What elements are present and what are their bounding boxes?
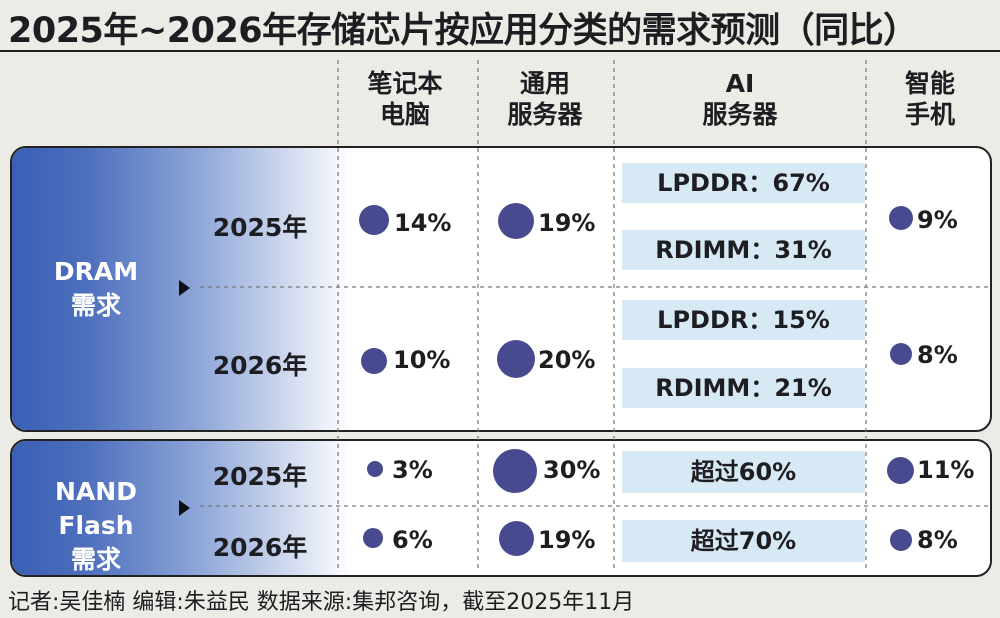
column-header-server-line1: 通用	[519, 69, 570, 98]
dram-2026-server-value: 20%	[538, 346, 596, 374]
nand-2026-laptop-dot	[363, 528, 383, 548]
dram-label-line1: DRAM	[53, 257, 139, 286]
nand-2025-year: 2025年	[212, 462, 308, 491]
column-header-server-line2: 服务器	[507, 100, 583, 129]
nand-2025-laptop-value: 3%	[392, 456, 433, 484]
nand-2026-server-dot	[499, 521, 534, 556]
dram-2025-smartphone-dot	[889, 206, 913, 230]
dram-2026-smartphone-value: 8%	[917, 341, 958, 369]
column-header-smartphone-line1: 智能	[904, 69, 955, 98]
dram-2026-laptop-dot	[361, 348, 387, 374]
dram-2025-server-value: 19%	[538, 209, 596, 237]
nand-2025-ai-value: 超过60%	[622, 451, 865, 493]
dram-label-line2: 需求	[70, 291, 121, 320]
dram-arrow-icon	[179, 280, 190, 296]
nand-2025-laptop-dot	[367, 461, 383, 477]
column-header-laptop-line2: 电脑	[379, 100, 430, 129]
title-divider	[0, 50, 1000, 52]
nand-2025-smartphone-value: 11%	[917, 456, 975, 484]
column-header-server: 通用 服务器	[485, 68, 605, 130]
dram-2025-server-dot	[498, 203, 534, 239]
nand-2026-smartphone-dot	[890, 529, 912, 551]
nand-label-line1: NAND Flash	[55, 477, 137, 540]
column-header-ai-server-line1: AI	[725, 69, 755, 98]
dram-2026-ai-rdimm: RDIMM：21%	[622, 368, 865, 408]
dram-2025-year: 2025年	[212, 213, 308, 242]
nand-arrow-icon	[179, 500, 190, 516]
chart-title: 2025年~2026年存储芯片按应用分类的需求预测（同比）	[8, 11, 918, 51]
column-header-smartphone: 智能 手机	[870, 68, 990, 130]
nand-2026-smartphone-value: 8%	[917, 526, 958, 554]
dram-category-label: DRAM 需求	[28, 255, 164, 323]
dram-2026-laptop-value: 10%	[393, 346, 451, 374]
column-header-ai-server-line2: 服务器	[702, 100, 778, 129]
dram-2025-ai-rdimm: RDIMM：31%	[622, 230, 865, 270]
dram-2026-server-dot	[497, 340, 535, 378]
nand-2026-server-value: 19%	[538, 526, 596, 554]
nand-category-label: NAND Flash 需求	[16, 475, 176, 577]
nand-2026-year: 2026年	[212, 533, 308, 562]
dram-2026-smartphone-dot	[890, 343, 912, 365]
nand-2025-server-value: 30%	[543, 456, 601, 484]
dram-2025-laptop-dot	[359, 205, 389, 235]
column-header-ai-server: AI 服务器	[680, 68, 800, 130]
column-header-smartphone-line2: 手机	[904, 100, 955, 129]
nand-2026-laptop-value: 6%	[392, 526, 433, 554]
nand-2026-ai-value: 超过70%	[622, 520, 865, 562]
nand-label-line2: 需求	[70, 545, 121, 574]
nand-2025-smartphone-dot	[887, 457, 914, 484]
column-header-laptop-line1: 笔记本	[367, 69, 443, 98]
dram-2026-year: 2026年	[212, 351, 308, 380]
dram-2025-ai-lpddr: LPDDR：67%	[622, 163, 865, 203]
dram-2025-smartphone-value: 9%	[917, 206, 958, 234]
dram-2025-laptop-value: 14%	[394, 209, 452, 237]
nand-2025-server-dot	[493, 449, 537, 493]
column-header-laptop: 笔记本 电脑	[345, 68, 465, 130]
footer-credits: 记者:吴佳楠 编辑:朱益民 数据来源:集邦咨询，截至2025年11月	[8, 590, 635, 615]
dram-2026-ai-lpddr: LPDDR：15%	[622, 300, 865, 340]
